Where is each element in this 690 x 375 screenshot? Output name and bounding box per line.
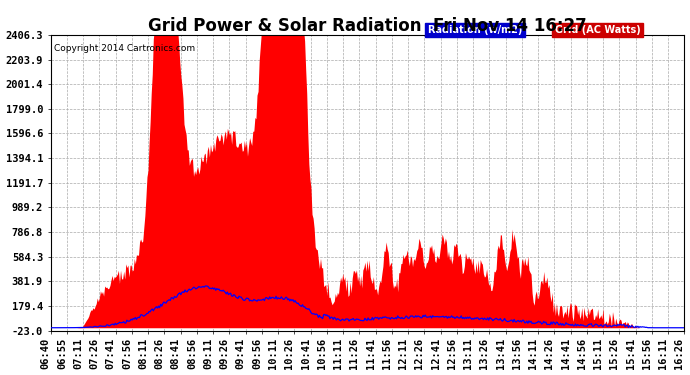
- Text: Copyright 2014 Cartronics.com: Copyright 2014 Cartronics.com: [54, 44, 195, 53]
- Text: Grid (AC Watts): Grid (AC Watts): [555, 25, 640, 35]
- Title: Grid Power & Solar Radiation  Fri Nov 14 16:27: Grid Power & Solar Radiation Fri Nov 14 …: [148, 17, 587, 35]
- Text: Radiation (w/m2): Radiation (w/m2): [428, 25, 522, 35]
